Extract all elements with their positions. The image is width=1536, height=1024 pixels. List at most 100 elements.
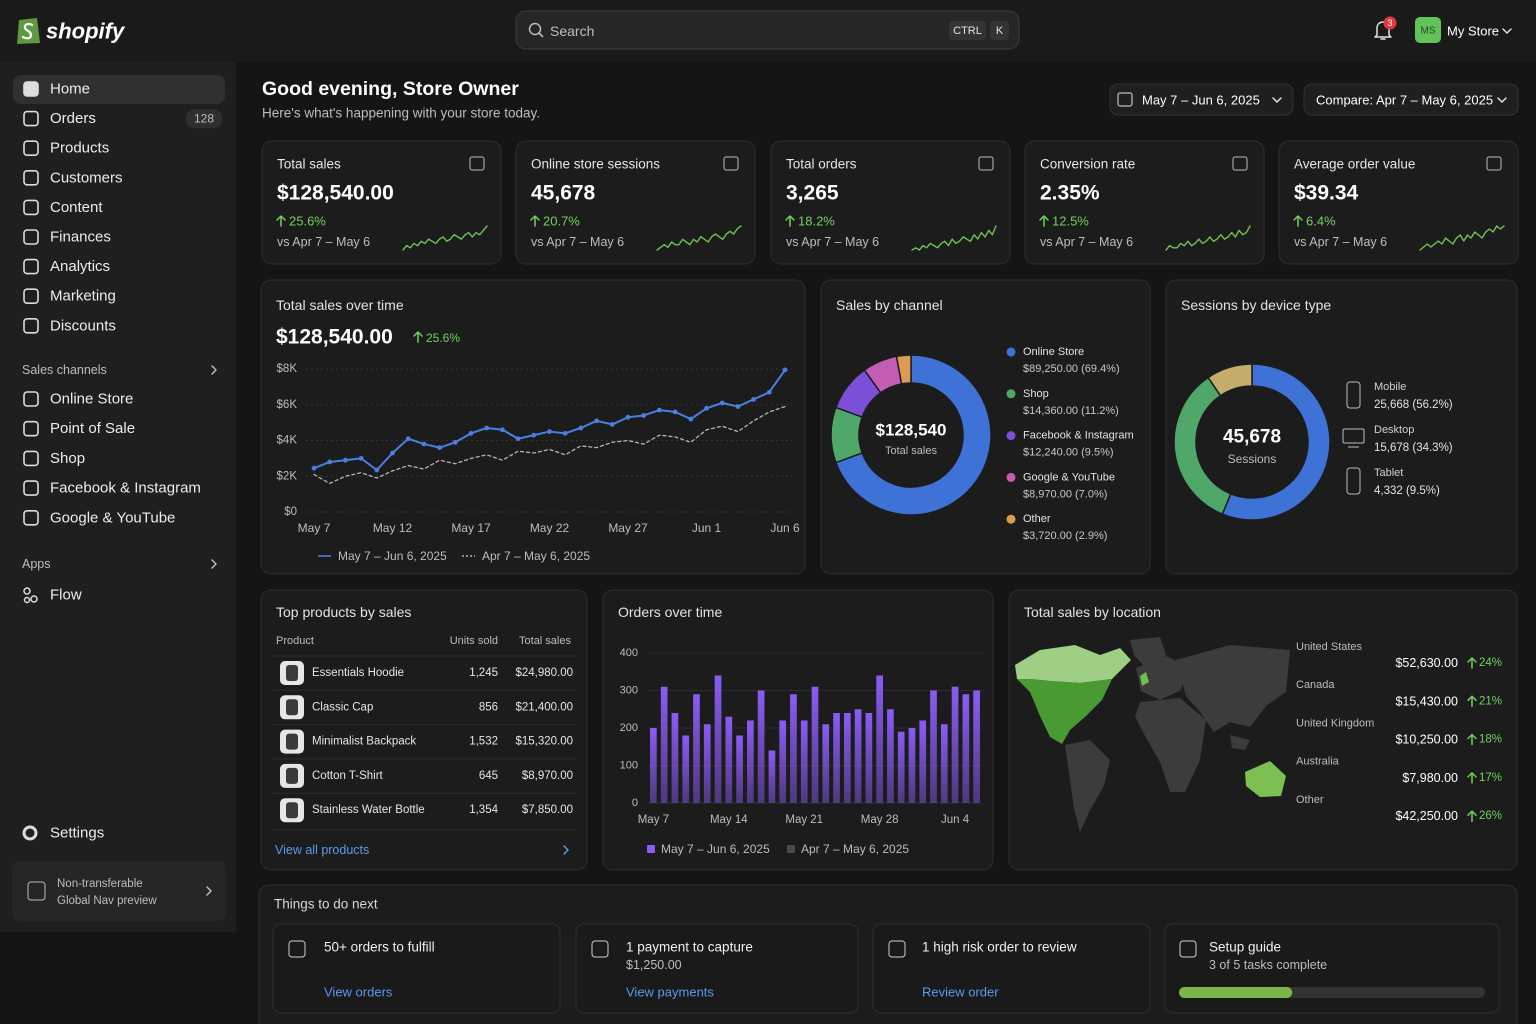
store-name[interactable]: My Store <box>1447 24 1499 39</box>
data-point <box>625 414 631 420</box>
link[interactable]: View all products <box>275 843 369 857</box>
legend-label: Google & YouTube <box>1023 471 1115 483</box>
nav-item[interactable]: Point of Sale <box>50 420 135 437</box>
legend-value: 25,668 (56.2%) <box>1374 399 1453 411</box>
kpi-label: Conversion rate <box>1040 157 1135 172</box>
nav-item[interactable]: Online Store <box>50 391 133 408</box>
nav-item[interactable]: Content <box>50 199 103 216</box>
legend-swatch <box>1006 431 1016 441</box>
legend-swatch <box>1006 347 1016 357</box>
badge-count: 128 <box>194 112 214 126</box>
label: Non-transferable <box>57 878 143 890</box>
location-name: Australia <box>1296 756 1340 768</box>
bar <box>693 694 700 803</box>
chevron <box>211 365 217 375</box>
kpi-change: 18.2% <box>798 214 835 229</box>
donut-center-value: $128,540 <box>876 421 947 440</box>
nav-item[interactable]: Products <box>50 140 109 157</box>
data-point <box>547 429 552 434</box>
nav-item[interactable]: Flow <box>50 587 82 604</box>
nav-item[interactable]: Discounts <box>50 317 116 334</box>
map-region <box>1017 679 1112 744</box>
icon <box>23 596 31 604</box>
y-tick-label: $8K <box>277 363 298 375</box>
search-box[interactable] <box>515 10 1020 50</box>
table-title: Top products by sales <box>276 604 411 620</box>
data-point <box>343 457 348 463</box>
preview-box[interactable] <box>12 861 226 921</box>
data-point <box>688 416 694 422</box>
line-series <box>313 405 786 485</box>
nav-item[interactable]: Analytics <box>50 258 110 275</box>
badge <box>186 109 222 129</box>
sparkline <box>1165 225 1251 251</box>
nav-item[interactable]: Settings <box>50 825 104 842</box>
chart-card <box>1165 279 1518 575</box>
y-tick-label: 400 <box>620 647 638 659</box>
data-point <box>562 430 568 436</box>
x-tick-label: May 7 <box>638 814 669 826</box>
nav-item[interactable]: Google & YouTube <box>50 509 175 526</box>
location-name: United Kingdom <box>1296 717 1374 729</box>
search-placeholder: Search <box>550 23 594 39</box>
nav-icon <box>23 258 39 275</box>
nav-icon <box>23 288 39 305</box>
legend-label: Shop <box>1023 388 1049 400</box>
x-tick-label: May 14 <box>710 814 748 826</box>
nav-icon <box>23 480 39 496</box>
chevron <box>206 886 212 896</box>
label: May 7 – Jun 6, 2025 <box>1142 93 1260 108</box>
bar <box>671 713 679 803</box>
y-tick-label: 100 <box>620 760 638 772</box>
product-name: Cotton T-Shirt <box>312 770 384 782</box>
legend-label: Apr 7 – May 6, 2025 <box>801 842 909 856</box>
icon <box>528 22 542 36</box>
task-link[interactable]: View payments <box>626 985 714 1000</box>
task-card[interactable] <box>575 923 859 1014</box>
bar <box>962 694 970 803</box>
up-arrow <box>1467 810 1477 822</box>
task-link[interactable]: View orders <box>324 985 393 1000</box>
chart-card <box>260 279 806 575</box>
card-title: Total sales by location <box>1024 604 1161 620</box>
section-title[interactable]: Apps <box>22 557 51 571</box>
date-picker[interactable] <box>1109 83 1294 116</box>
nav-item[interactable]: Facebook & Instagram <box>50 480 201 497</box>
x-tick-label: May 21 <box>785 814 823 826</box>
map-card <box>1008 589 1518 871</box>
data-point <box>390 450 395 456</box>
kpi-label: Online store sessions <box>531 157 660 172</box>
nav-item[interactable]: Home <box>50 81 90 98</box>
kpi-card <box>770 140 1011 265</box>
chevron <box>563 845 569 855</box>
product-thumbnail <box>286 802 298 819</box>
key-label: K <box>996 25 1004 37</box>
nav-item[interactable]: Finances <box>50 229 111 246</box>
nav-item[interactable]: Orders <box>50 110 96 127</box>
nav-item[interactable]: Customers <box>50 169 123 186</box>
store-avatar[interactable] <box>1415 17 1441 43</box>
task-card[interactable] <box>272 923 561 1014</box>
bar <box>757 690 765 803</box>
task-card[interactable] <box>872 923 1151 1014</box>
donut-segment <box>1221 363 1331 521</box>
compare-picker[interactable] <box>1303 83 1519 116</box>
icon <box>30 595 38 603</box>
data-point <box>437 445 442 451</box>
chart-title: Sessions by device type <box>1181 297 1331 313</box>
nav-item[interactable]: Shop <box>50 450 85 467</box>
x-tick-label: Jun 1 <box>692 521 722 535</box>
task-link[interactable]: Review order <box>922 985 999 1000</box>
donut-segment <box>834 354 992 516</box>
location-sales: $42,250.00 <box>1395 809 1458 823</box>
column-header: Units sold <box>450 635 498 647</box>
data-point <box>358 455 364 461</box>
data-point <box>782 367 788 373</box>
nav-item[interactable]: Marketing <box>50 288 116 305</box>
bar <box>833 713 840 803</box>
kpi-compare: vs Apr 7 – May 6 <box>786 235 879 249</box>
nav-icon <box>23 110 39 127</box>
section-title[interactable]: Sales channels <box>22 363 107 377</box>
legend-label: Other <box>1023 513 1051 525</box>
